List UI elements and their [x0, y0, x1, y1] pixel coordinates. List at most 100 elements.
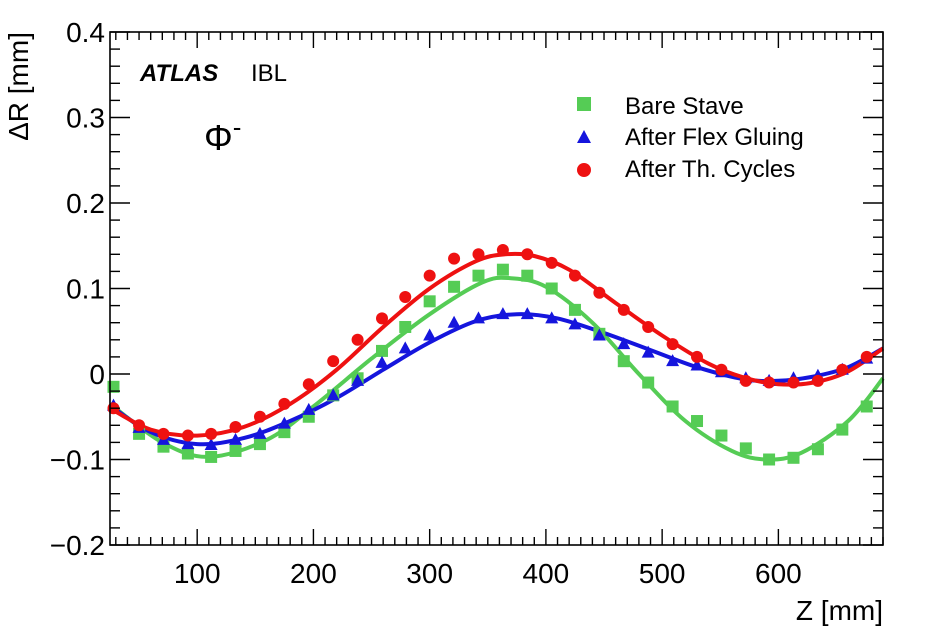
- point-after-th-cycles: [763, 376, 776, 389]
- point-bare-stave: [205, 450, 218, 463]
- point-bare-stave: [715, 429, 728, 442]
- point-after-flex-gluing: [496, 307, 510, 320]
- point-after-th-cycles: [253, 410, 266, 423]
- point-after-flex-gluing: [351, 373, 365, 386]
- point-after-flex-gluing: [326, 388, 340, 401]
- point-bare-stave: [568, 303, 581, 316]
- point-after-flex-gluing: [690, 358, 704, 371]
- y-tick-label: −0.2: [50, 530, 105, 561]
- point-bare-stave: [423, 295, 436, 308]
- point-bare-stave: [763, 453, 776, 466]
- y-tick-label: 0: [89, 359, 105, 390]
- point-after-flex-gluing: [423, 328, 437, 341]
- point-after-flex-gluing: [666, 354, 680, 367]
- point-after-th-cycles: [811, 374, 824, 387]
- point-after-th-cycles: [642, 320, 655, 333]
- y-tick-label: 0.3: [66, 103, 105, 134]
- legend: Bare Stave After Flex Gluing After Th. C…: [577, 93, 804, 183]
- point-after-th-cycles: [739, 374, 752, 387]
- point-after-flex-gluing: [447, 315, 461, 328]
- point-bare-stave: [787, 451, 800, 464]
- point-after-th-cycles: [691, 350, 704, 363]
- point-after-flex-gluing: [568, 317, 582, 330]
- point-after-flex-gluing: [398, 341, 412, 354]
- y-axis-title: ΔR [mm]: [3, 32, 34, 141]
- point-after-th-cycles: [472, 248, 485, 261]
- x-tick-label: 300: [406, 558, 453, 589]
- point-bare-stave: [229, 444, 242, 457]
- point-after-th-cycles: [568, 269, 581, 282]
- point-after-flex-gluing: [181, 437, 195, 450]
- legend-marker-after-flex-gluing: [577, 130, 591, 143]
- x-axis-title: Z [mm]: [796, 595, 883, 626]
- data-layer: [106, 244, 885, 466]
- point-after-th-cycles: [399, 291, 412, 304]
- phi-symbol: Φ: [204, 117, 233, 158]
- tick-layer: 100 200 300 400 500 600 −0.2 −0.1 0 0.1 0.2 0.3 0.4: [50, 17, 884, 589]
- point-after-flex-gluing: [520, 307, 534, 320]
- point-after-th-cycles: [351, 333, 364, 346]
- y-tick-label: −0.1: [50, 445, 105, 476]
- point-after-th-cycles: [666, 338, 679, 351]
- point-after-th-cycles: [376, 312, 389, 325]
- point-after-flex-gluing: [641, 345, 655, 358]
- point-after-flex-gluing: [375, 355, 389, 368]
- point-after-th-cycles: [327, 355, 340, 368]
- point-after-th-cycles: [302, 378, 315, 391]
- point-bare-stave: [496, 263, 509, 276]
- x-tick-label: 200: [290, 558, 337, 589]
- y-tick-label: 0.4: [66, 17, 105, 48]
- point-bare-stave: [739, 442, 752, 455]
- point-after-flex-gluing: [471, 311, 485, 324]
- point-after-th-cycles: [278, 397, 291, 410]
- atlas-label: ATLAS: [139, 60, 218, 87]
- point-bare-stave: [642, 376, 655, 389]
- point-after-th-cycles: [205, 427, 218, 440]
- point-after-th-cycles: [715, 363, 728, 376]
- point-after-flex-gluing: [277, 416, 291, 429]
- point-bare-stave: [836, 423, 849, 436]
- point-bare-stave: [521, 269, 534, 282]
- phi-superscript: -: [233, 112, 242, 142]
- point-after-flex-gluing: [253, 426, 267, 439]
- point-bare-stave: [253, 438, 266, 451]
- point-bare-stave: [617, 355, 630, 368]
- legend-label-after-th-cycles: After Th. Cycles: [625, 156, 795, 183]
- point-after-th-cycles: [423, 269, 436, 282]
- legend-label-after-flex-gluing: After Flex Gluing: [625, 124, 804, 151]
- point-after-th-cycles: [593, 286, 606, 299]
- point-bare-stave: [278, 426, 291, 439]
- point-after-th-cycles: [860, 350, 873, 363]
- y-tick-label: 0.2: [66, 188, 105, 219]
- point-bare-stave: [181, 447, 194, 460]
- point-after-th-cycles: [181, 429, 194, 442]
- point-after-th-cycles: [545, 256, 558, 269]
- y-tick-label: 0.1: [66, 274, 105, 305]
- fit-curve-after-th-cycles: [109, 251, 885, 438]
- ibl-label: IBL: [251, 60, 287, 87]
- point-after-flex-gluing: [545, 311, 559, 324]
- point-after-flex-gluing: [592, 328, 606, 341]
- x-tick-label: 600: [755, 558, 802, 589]
- point-after-th-cycles: [229, 421, 242, 434]
- point-after-th-cycles: [617, 303, 630, 316]
- point-after-th-cycles: [496, 244, 509, 257]
- point-after-flex-gluing: [229, 432, 243, 445]
- phi-label: Φ-: [204, 112, 241, 158]
- point-after-th-cycles: [787, 376, 800, 389]
- point-after-th-cycles: [133, 419, 146, 432]
- point-bare-stave: [860, 400, 873, 413]
- point-after-th-cycles: [521, 248, 534, 261]
- point-bare-stave: [545, 282, 558, 295]
- x-tick-label: 400: [523, 558, 570, 589]
- point-bare-stave: [399, 320, 412, 333]
- point-after-th-cycles: [836, 363, 849, 376]
- point-bare-stave: [691, 415, 704, 428]
- point-after-th-cycles: [448, 252, 461, 265]
- point-bare-stave: [472, 269, 485, 282]
- point-bare-stave: [376, 344, 389, 357]
- point-bare-stave: [811, 443, 824, 456]
- point-after-flex-gluing: [302, 402, 316, 415]
